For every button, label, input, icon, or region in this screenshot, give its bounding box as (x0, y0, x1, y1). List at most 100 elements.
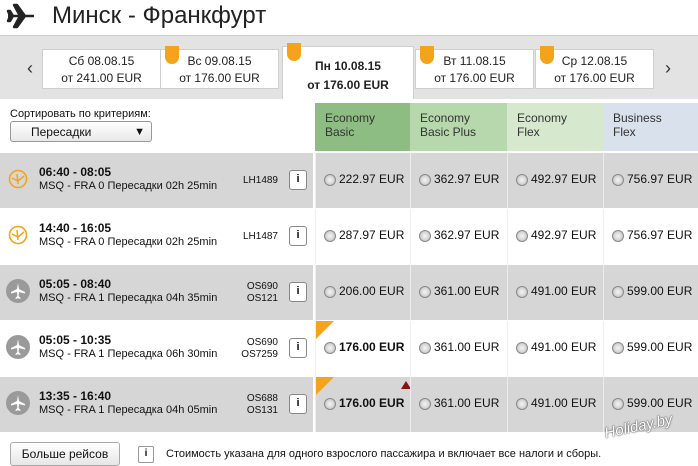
more-flights-button[interactable]: Больше рейсов (10, 442, 120, 466)
fare-cell[interactable]: 491.00 EUR (507, 377, 603, 432)
footer-info-icon[interactable]: i (138, 446, 154, 463)
fare-cell[interactable]: 362.97 EUR (410, 209, 507, 264)
date-tab-day: Пн 10.08.15 (315, 59, 381, 73)
best-price-flag-icon (165, 46, 179, 64)
fare-radio[interactable] (612, 174, 624, 186)
fare-price: 222.97 EUR (339, 172, 405, 186)
date-tab-1[interactable]: Вс 09.08.15 от 176.00 EUR (160, 46, 279, 89)
fare-cell[interactable]: 756.97 EUR (603, 209, 698, 264)
fare-cell[interactable]: 492.97 EUR (507, 209, 603, 264)
fare-radio[interactable] (419, 230, 431, 242)
fare-radio[interactable] (419, 174, 431, 186)
fare-radio[interactable] (516, 230, 528, 242)
fare-radio[interactable] (612, 230, 624, 242)
fare-cell[interactable]: 287.97 EUR (315, 209, 410, 264)
date-tab-3[interactable]: Вт 11.08.15 от 176.00 EUR (415, 46, 534, 89)
date-tab-4[interactable]: Ср 12.08.15 от 176.00 EUR (535, 46, 654, 89)
fare-radio[interactable] (324, 174, 336, 186)
date-tab-price: от 176.00 EUR (434, 71, 515, 85)
flight-info-icon[interactable]: i (289, 282, 307, 302)
fare-radio[interactable] (324, 342, 336, 354)
fare-cell[interactable]: 599.00 EUR (603, 377, 698, 432)
fare-radio[interactable] (516, 286, 528, 298)
fare-radio[interactable] (516, 342, 528, 354)
fare-cell[interactable]: 361.00 EUR (410, 377, 507, 432)
fare-header-line1: Economy (420, 111, 471, 125)
lufthansa-icon (6, 167, 30, 191)
flight-detail: MSQ - FRA 1 Пересадка 04h 05min (39, 404, 218, 416)
flight-codes: OS690 OS121 (247, 281, 278, 305)
header: Минск - Франкфурт (0, 0, 698, 33)
fare-cell[interactable]: 491.00 EUR (507, 265, 603, 320)
fare-cell[interactable]: 599.00 EUR (603, 265, 698, 320)
flight-codes: OS688 OS131 (247, 393, 278, 417)
next-dates-arrow[interactable]: › (665, 58, 671, 78)
fare-cell[interactable]: 756.97 EUR (603, 153, 698, 208)
fare-radio[interactable] (324, 286, 336, 298)
flight-info-icon[interactable]: i (289, 226, 307, 246)
fare-header-line2: Flex (517, 125, 540, 139)
route-title: Минск - Франкфурт (52, 2, 267, 29)
fare-cell[interactable]: 599.00 EUR (603, 321, 698, 376)
flight-code: OS688 (246, 393, 278, 404)
fare-cell[interactable]: 222.97 EUR (315, 153, 410, 208)
flight-detail: MSQ - FRA 0 Пересадки 02h 25min (39, 180, 218, 192)
date-tab-price: от 176.00 EUR (554, 71, 635, 85)
flight-info-icon[interactable]: i (289, 394, 307, 414)
sort-select[interactable]: Пересадки ▼ (10, 121, 152, 142)
fare-price: 491.00 EUR (531, 396, 597, 410)
plane-icon (6, 335, 30, 359)
fare-cell[interactable]: 206.00 EUR (315, 265, 410, 320)
fare-cell[interactable]: 361.00 EUR (410, 265, 507, 320)
best-price-flag-icon (420, 46, 434, 64)
lufthansa-icon (6, 223, 30, 247)
flight-row[interactable]: 05:05 - 10:35 MSQ - FRA 1 Пересадка 06h 3… (0, 320, 698, 376)
fare-price: 287.97 EUR (339, 228, 405, 242)
fare-radio[interactable] (419, 398, 431, 410)
fare-radio[interactable] (612, 286, 624, 298)
date-tab-price: от 176.00 EUR (179, 71, 260, 85)
flight-codes: LH1487 (243, 231, 278, 243)
fare-radio[interactable] (419, 342, 431, 354)
fare-radio[interactable] (419, 286, 431, 298)
flight-row[interactable]: 05:05 - 08:40 MSQ - FRA 1 Пересадка 04h 3… (0, 264, 698, 320)
fare-cell[interactable]: 361.00 EUR (410, 321, 507, 376)
fare-price: 492.97 EUR (531, 228, 597, 242)
fare-header-3: Business Flex (603, 103, 698, 151)
flight-info-icon[interactable]: i (289, 338, 307, 358)
flight-times: 13:35 - 16:40 (39, 389, 112, 403)
fare-radio[interactable] (612, 342, 624, 354)
fare-cell[interactable]: 491.00 EUR (507, 321, 603, 376)
fare-radio[interactable] (324, 398, 336, 410)
fare-radio[interactable] (612, 398, 624, 410)
date-tab-day: Вт 11.08.15 (443, 54, 506, 68)
fare-radio[interactable] (324, 230, 336, 242)
fare-price: 176.00 EUR (339, 340, 405, 354)
warning-triangle-icon (401, 381, 411, 389)
fare-cell[interactable]: 492.97 EUR (507, 153, 603, 208)
fare-radio[interactable] (516, 398, 528, 410)
fare-price: 491.00 EUR (531, 284, 597, 298)
flight-detail: MSQ - FRA 0 Пересадки 02h 25min (39, 236, 218, 248)
best-price-flag-icon (540, 46, 554, 64)
fare-cell[interactable]: 362.97 EUR (410, 153, 507, 208)
best-price-corner-icon (316, 321, 334, 339)
flight-row[interactable]: 14:40 - 16:05 MSQ - FRA 0 Пересадки 02h 2… (0, 208, 698, 264)
date-tab-2[interactable]: Пн 10.08.15 от 176.00 EUR (282, 43, 414, 99)
fare-cell[interactable]: 176.00 EUR (315, 377, 411, 432)
flight-detail: MSQ - FRA 1 Пересадка 06h 30min (39, 348, 218, 360)
flight-times: 05:05 - 10:35 (39, 333, 112, 347)
fare-price: 491.00 EUR (531, 340, 597, 354)
flight-info-icon[interactable]: i (289, 170, 307, 190)
flight-row[interactable]: 06:40 - 08:05 MSQ - FRA 0 Пересадки 02h 2… (0, 152, 698, 208)
date-tab-0[interactable]: Сб 08.08.15 от 241.00 EUR (42, 49, 161, 89)
fare-radio[interactable] (516, 174, 528, 186)
flight-times: 05:05 - 08:40 (39, 277, 112, 291)
flight-info: 05:05 - 10:35 MSQ - FRA 1 Пересадка 06h 3… (0, 321, 313, 376)
flight-codes: LH1489 (243, 175, 278, 187)
fare-cell[interactable]: 176.00 EUR (315, 321, 410, 376)
best-price-flag-icon (287, 43, 301, 61)
prev-dates-arrow[interactable]: ‹ (27, 58, 33, 78)
flight-row[interactable]: 13:35 - 16:40 MSQ - FRA 1 Пересадка 04h 0… (0, 376, 698, 432)
fare-price: 361.00 EUR (434, 396, 500, 410)
